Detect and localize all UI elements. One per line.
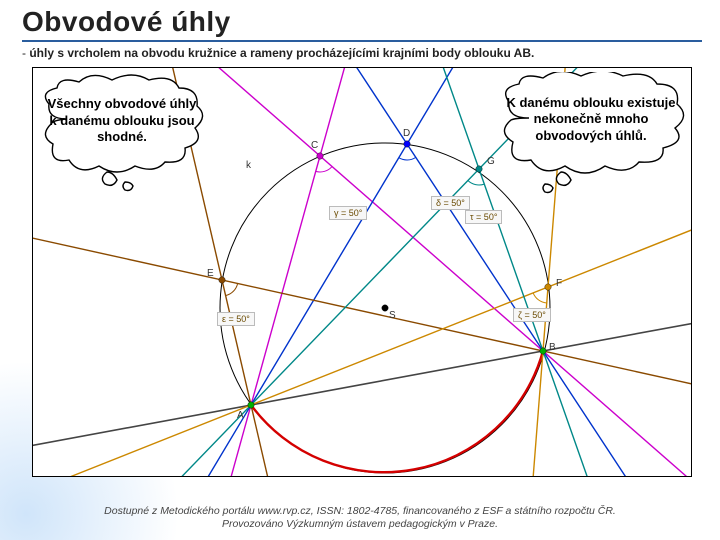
footer-line2: Provozováno Výzkumným ústavem pedagogick…: [222, 518, 498, 530]
callout-right: K danému oblouku existuje nekonečně mnoh…: [495, 72, 687, 194]
subtitle-text: úhly s vrcholem na obvodu kružnice a ram…: [29, 46, 534, 60]
angle-label-delta: δ = 50°: [431, 196, 470, 210]
angle-label-gamma: γ = 50°: [329, 206, 367, 220]
label-s: S: [389, 310, 396, 321]
label-b: B: [549, 342, 556, 353]
page-title: Obvodové úhly: [22, 6, 702, 38]
label-d: D: [403, 128, 410, 139]
label-a: A: [237, 410, 244, 421]
angle-label-zeta: ζ = 50°: [513, 308, 551, 322]
angle-label-epsilon: ε = 50°: [217, 312, 255, 326]
footer: Dostupné z Metodického portálu www.rvp.c…: [0, 505, 720, 532]
title-underline: [22, 40, 702, 42]
geometry-figure: Všechny obvodové úhly k danému oblouku j…: [32, 67, 692, 477]
label-e: E: [207, 268, 214, 279]
label-c: C: [311, 140, 318, 151]
callout-left: Všechny obvodové úhly k danému oblouku j…: [37, 74, 207, 194]
angle-label-tau: τ = 50°: [465, 210, 502, 224]
callout-left-text: Všechny obvodové úhly k danému oblouku j…: [37, 74, 207, 168]
footer-line1: Dostupné z Metodického portálu www.rvp.c…: [104, 505, 616, 517]
label-g: G: [487, 156, 495, 167]
label-f: F: [556, 278, 562, 289]
subtitle: - úhly s vrcholem na obvodu kružnice a r…: [22, 46, 702, 61]
label-k: k: [246, 160, 251, 171]
callout-right-text: K danému oblouku existuje nekonečně mnoh…: [495, 72, 687, 167]
